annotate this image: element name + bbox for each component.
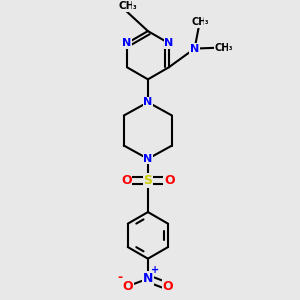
Text: CH: CH <box>118 1 134 11</box>
Text: O: O <box>123 280 133 292</box>
Text: ₃: ₃ <box>228 43 232 52</box>
Text: CH: CH <box>191 17 206 27</box>
Text: N: N <box>143 154 152 164</box>
Text: N: N <box>164 38 173 48</box>
Text: N: N <box>143 272 153 285</box>
Text: N: N <box>143 97 152 107</box>
Text: O: O <box>121 174 132 187</box>
Text: ₃: ₃ <box>205 17 208 26</box>
Text: ₃: ₃ <box>132 2 136 10</box>
Text: -: - <box>117 271 122 284</box>
Text: CH: CH <box>215 43 230 53</box>
Text: N: N <box>190 44 199 54</box>
Text: O: O <box>164 174 175 187</box>
Text: +: + <box>151 265 160 275</box>
Text: S: S <box>143 174 152 187</box>
Text: O: O <box>163 280 173 292</box>
Text: N: N <box>122 38 132 48</box>
